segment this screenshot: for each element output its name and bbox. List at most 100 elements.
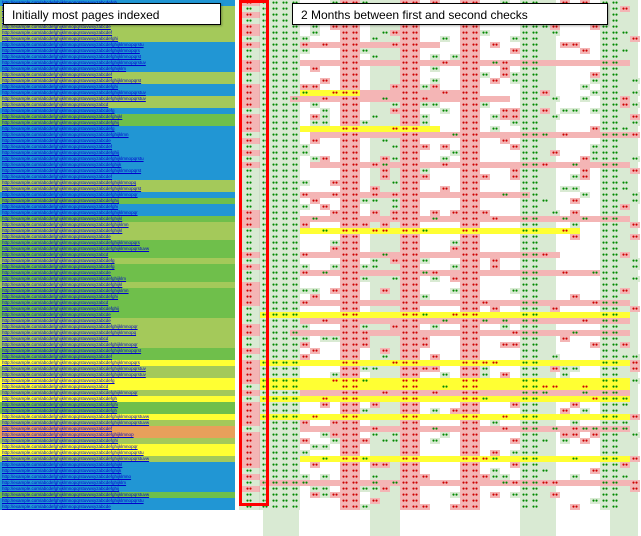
green-dot-icon: ●● bbox=[632, 121, 638, 126]
green-dot-icon: ●● bbox=[292, 307, 298, 312]
green-dot-icon: ●● bbox=[532, 97, 538, 102]
green-dot-icon: ●● bbox=[332, 337, 338, 342]
green-dot-icon: ●● bbox=[512, 121, 518, 126]
red-dot-icon: ●● bbox=[352, 211, 358, 216]
green-dot-icon: ●● bbox=[522, 469, 528, 474]
red-dot-icon: ●● bbox=[352, 325, 358, 330]
red-dot-icon: ●● bbox=[332, 211, 338, 216]
green-dot-icon: ●● bbox=[292, 193, 298, 198]
green-dot-icon: ●● bbox=[482, 73, 488, 78]
red-dot-icon: ●● bbox=[402, 427, 408, 432]
red-dot-icon: ●● bbox=[342, 433, 348, 438]
red-dot-icon: ●● bbox=[402, 115, 408, 120]
green-dot-icon: ●● bbox=[612, 409, 618, 414]
green-dot-icon: ●● bbox=[612, 259, 618, 264]
red-dot-icon: ●● bbox=[402, 169, 408, 174]
red-dot-icon: ●● bbox=[402, 163, 408, 168]
red-dot-icon: ●● bbox=[552, 25, 558, 30]
red-dot-icon: ●● bbox=[472, 187, 478, 192]
red-dot-icon: ●● bbox=[246, 1, 252, 6]
red-dot-icon: ●● bbox=[352, 469, 358, 474]
green-dot-icon: ●● bbox=[532, 109, 538, 114]
red-dot-icon: ●● bbox=[472, 229, 478, 234]
red-dot-icon: ●● bbox=[412, 313, 418, 318]
red-dot-icon: ●● bbox=[412, 25, 418, 30]
red-dot-icon: ●● bbox=[352, 133, 358, 138]
red-dot-icon: ●● bbox=[412, 397, 418, 402]
red-dot-icon: ●● bbox=[362, 343, 368, 348]
red-dot-icon: ●● bbox=[462, 301, 468, 306]
red-dot-icon: ●● bbox=[382, 157, 388, 162]
red-dot-icon: ●● bbox=[492, 451, 498, 456]
green-dot-icon: ●● bbox=[502, 193, 508, 198]
red-dot-icon: ●● bbox=[412, 223, 418, 228]
green-dot-icon: ●● bbox=[282, 133, 288, 138]
green-dot-icon: ●● bbox=[262, 175, 268, 180]
red-dot-icon: ●● bbox=[402, 295, 408, 300]
red-dot-icon: ●● bbox=[402, 145, 408, 150]
green-dot-icon: ●● bbox=[292, 481, 298, 486]
red-dot-icon: ●● bbox=[472, 349, 478, 354]
red-dot-icon: ●● bbox=[246, 67, 252, 72]
green-dot-icon: ●● bbox=[522, 139, 528, 144]
green-dot-icon: ●● bbox=[602, 397, 608, 402]
red-dot-icon: ●● bbox=[512, 481, 518, 486]
green-dot-icon: ●● bbox=[282, 37, 288, 42]
green-dot-icon: ●● bbox=[512, 79, 518, 84]
red-dot-icon: ●● bbox=[342, 361, 348, 366]
green-dot-icon: ●● bbox=[532, 235, 538, 240]
red-dot-icon: ●● bbox=[412, 391, 418, 396]
green-dot-icon: ●● bbox=[602, 229, 608, 234]
red-dot-icon: ●● bbox=[502, 73, 508, 78]
red-dot-icon: ●● bbox=[352, 481, 358, 486]
red-dot-icon: ●● bbox=[472, 31, 478, 36]
green-dot-icon: ●● bbox=[612, 319, 618, 324]
green-dot-icon: ●● bbox=[602, 235, 608, 240]
green-dot-icon: ●● bbox=[332, 265, 338, 270]
green-dot-icon: ●● bbox=[532, 349, 538, 354]
green-dot-icon: ●● bbox=[322, 457, 328, 462]
green-dot-icon: ●● bbox=[272, 31, 278, 36]
red-dot-icon: ●● bbox=[392, 361, 398, 366]
green-dot-icon: ●● bbox=[282, 349, 288, 354]
green-dot-icon: ●● bbox=[246, 187, 252, 192]
red-dot-icon: ●● bbox=[472, 475, 478, 480]
green-dot-icon: ●● bbox=[272, 67, 278, 72]
green-dot-icon: ●● bbox=[602, 151, 608, 156]
green-dot-icon: ●● bbox=[282, 79, 288, 84]
red-dot-icon: ●● bbox=[246, 61, 252, 66]
green-dot-icon: ●● bbox=[492, 127, 498, 132]
red-dot-icon: ●● bbox=[312, 295, 318, 300]
red-dot-icon: ●● bbox=[492, 307, 498, 312]
red-dot-icon: ●● bbox=[632, 37, 638, 42]
green-dot-icon: ●● bbox=[262, 163, 268, 168]
green-dot-icon: ●● bbox=[262, 217, 268, 222]
red-dot-icon: ●● bbox=[462, 319, 468, 324]
green-dot-icon: ●● bbox=[262, 313, 268, 318]
red-dot-icon: ●● bbox=[342, 331, 348, 336]
green-dot-icon: ●● bbox=[392, 433, 398, 438]
green-dot-icon: ●● bbox=[602, 61, 608, 66]
green-dot-icon: ●● bbox=[262, 235, 268, 240]
green-dot-icon: ●● bbox=[602, 55, 608, 60]
red-dot-icon: ●● bbox=[312, 415, 318, 420]
green-dot-icon: ●● bbox=[432, 103, 438, 108]
green-dot-icon: ●● bbox=[322, 121, 328, 126]
green-dot-icon: ●● bbox=[522, 265, 528, 270]
green-dot-icon: ●● bbox=[322, 433, 328, 438]
green-dot-icon: ●● bbox=[292, 37, 298, 42]
green-dot-icon: ●● bbox=[246, 49, 252, 54]
green-dot-icon: ●● bbox=[522, 121, 528, 126]
green-dot-icon: ●● bbox=[272, 217, 278, 222]
green-dot-icon: ●● bbox=[262, 121, 268, 126]
red-dot-icon: ●● bbox=[352, 409, 358, 414]
green-dot-icon: ●● bbox=[532, 397, 538, 402]
green-dot-icon: ●● bbox=[302, 265, 308, 270]
red-dot-icon: ●● bbox=[452, 277, 458, 282]
green-dot-icon: ●● bbox=[532, 229, 538, 234]
red-dot-icon: ●● bbox=[402, 151, 408, 156]
green-dot-icon: ●● bbox=[246, 385, 252, 390]
green-dot-icon: ●● bbox=[612, 49, 618, 54]
green-dot-icon: ●● bbox=[246, 193, 252, 198]
green-dot-icon: ●● bbox=[602, 217, 608, 222]
